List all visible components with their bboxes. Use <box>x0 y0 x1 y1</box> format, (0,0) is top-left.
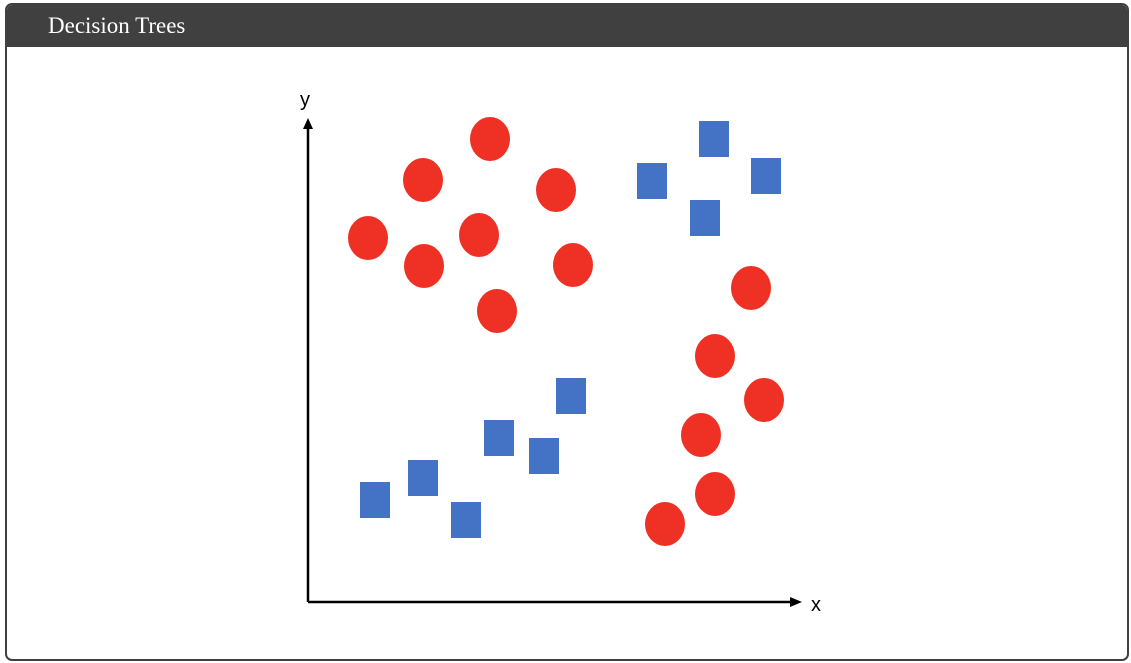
red-circle-point <box>348 216 388 260</box>
red-circle-point <box>695 334 735 378</box>
x-axis-label: x <box>811 594 821 616</box>
blue-square-point <box>451 502 481 538</box>
slide-frame: Decision Trees <box>5 3 1129 661</box>
red-circle-point <box>403 158 443 202</box>
blue-square-point <box>637 163 667 199</box>
red-circle-point <box>404 244 444 288</box>
blue-square-point <box>529 438 559 474</box>
blue-square-point <box>360 482 390 518</box>
title-bar: Decision Trees <box>7 5 1127 47</box>
red-circle-point <box>477 289 517 333</box>
x-axis-arrow <box>790 597 802 607</box>
red-circle-point <box>536 168 576 212</box>
blue-square-point <box>751 158 781 194</box>
red-circle-point <box>553 243 593 287</box>
blue-square-point <box>690 200 720 236</box>
red-circle-point <box>731 266 771 310</box>
red-circle-point <box>470 117 510 161</box>
red-circle-point <box>681 413 721 457</box>
y-axis-label: y <box>300 89 310 111</box>
blue-square-point <box>699 121 729 157</box>
data-points <box>348 117 784 546</box>
red-circle-point <box>645 502 685 546</box>
blue-square-point <box>484 420 514 456</box>
blue-square-point <box>556 378 586 414</box>
slide-title: Decision Trees <box>48 13 186 38</box>
axes: y x <box>300 89 821 616</box>
red-circle-point <box>744 378 784 422</box>
blue-square-point <box>408 460 438 496</box>
y-axis-arrow <box>303 118 313 129</box>
red-circle-point <box>695 472 735 516</box>
red-circle-point <box>459 213 499 257</box>
